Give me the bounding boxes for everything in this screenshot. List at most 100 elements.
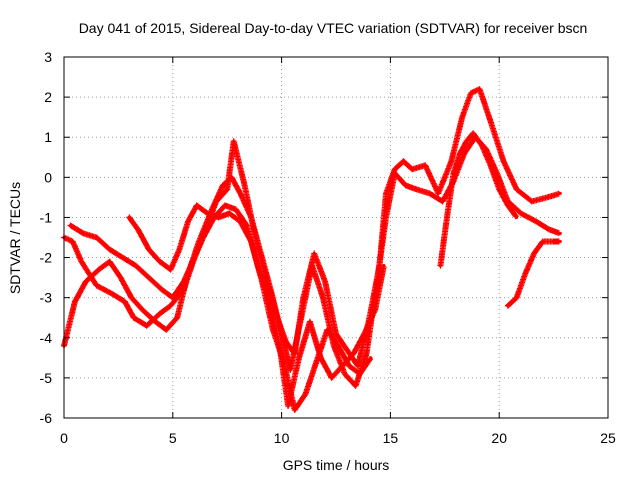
data-point: (21.7, -1.1) [534,219,538,224]
data-point: (10.6, -5.8) [293,408,297,412]
series-line [70,204,385,407]
data-point: (20.2, 0.4) [502,159,506,163]
y-tick-label: -5 [40,370,53,386]
data-point: (13.9, -4.4) [364,352,369,356]
data-point: (14.8, -0.4) [384,191,388,195]
data-point: (12.6, -4.2) [336,344,340,348]
x-tick-label: 5 [169,430,177,446]
data-point: (4.7, -3.8) [164,328,168,332]
grid [64,57,608,418]
data-point: (10.9, -3.5) [299,316,303,320]
data-point: (15.2, 0.1) [393,171,397,175]
series-markers [504,238,562,309]
data-point: (19.6, 1.4) [488,119,493,123]
data-point: (12.5, -3.9) [334,332,338,336]
data-point: (9.1, -2.6) [260,280,264,284]
y-tick-label: 3 [44,49,52,65]
data-point: (2.7, -2) [121,256,125,260]
data-point: (2.1, -1.8) [108,247,112,252]
data-point: (11.9, -3) [321,296,325,300]
data-point: (8.6, -1.6) [249,239,253,244]
data-point: (16.6, 0.3) [423,163,427,167]
x-axis-title: GPS time / hours [283,457,390,473]
data-point: (8.1, -0.4) [238,191,242,195]
y-tick-label: -2 [40,250,53,266]
data-point: (3.6, -3.3) [140,308,144,312]
data-point: (7.1, -1) [216,215,221,219]
data-point: (6.8, -0.8) [210,207,214,211]
data-point: (11.4, -2.2) [310,264,314,268]
data-point: (3.4, -1.3) [136,227,140,232]
data-point: (20.4, -3.2) [506,304,510,308]
y-tick-label: -3 [40,290,53,306]
data-point: (8.1, -1.1) [238,219,242,224]
data-point: (0.9, -1.4) [82,231,86,236]
data-point: (18.3, 1.5) [460,115,464,119]
plot-frame [63,56,609,419]
data-point: (10.8, -4.5) [297,356,301,360]
data-point: (7.8, 0.9) [232,139,236,143]
data-point: (21.5, -0.6) [530,199,534,203]
data-point: (22.2, -0.5) [545,195,549,199]
series-track-2: (0, -4.2)(0.5, -3.1)(1, -2.6)(1.6, -2.3)… [61,134,562,389]
data-point: (20.4, -0.7) [506,203,510,207]
data-point: (15.7, -0.2) [404,183,408,187]
y-tick-label: 2 [44,89,52,105]
data-point: (21.6, -1.9) [532,251,536,256]
data-point: (4.9, -2.3) [169,268,173,272]
data-point: (11.5, -1.9) [312,251,316,256]
data-point: (22.8, -0.4) [558,191,562,195]
data-point: (17.3, -2.2) [438,264,442,268]
data-point: (10.4, -4.8) [288,368,292,372]
data-point: (4.9, -3.2) [169,304,173,308]
data-point: (17.4, -0.6) [441,199,445,203]
data-point: (19.2, 0.8) [480,143,484,147]
data-point: (12.1, -3.8) [325,328,329,332]
series-track-5: (17.3, -2.2) (17.6, -1) (17.9, 0.1) (18.2, … [437,130,519,269]
ticks [63,56,609,419]
data-point: (7.5, -0.3) [225,187,229,191]
data-point: (0.4, -1.6) [71,239,75,244]
data-point: (12.9, -4.9) [343,372,347,376]
data-point: (17.2, -0.4) [436,191,440,195]
data-point: (12.8, -4.7) [340,364,345,368]
data-point: (13.6, -4.9) [358,372,362,376]
series-track-4: (3, -1) (3.4, -1.3) (3.9, -1.8) (4.4, -2.1)… [126,202,373,413]
data-point: (13, -4.3) [345,348,349,352]
y-axis-title: SDTVAR / TECUs [7,182,23,294]
data-point: (5, -3) [171,296,175,300]
data-point: (16.8, -0.4) [428,191,432,195]
data-point: (19.6, 0.3) [488,163,493,167]
data-point: (7.3, -0.2) [221,183,225,187]
data-point: (1, -2.6) [84,280,88,284]
data-point: (20.8, -1) [515,215,519,219]
data-point: (9.6, -3.8) [271,328,275,332]
data-point: (9, -1.8) [258,247,262,252]
y-tick-label: -6 [40,410,53,426]
data-point: (11.3, -3.6) [308,320,312,324]
data-point: (8.6, -1) [249,215,253,219]
data-point: (13.4, -5.2) [354,384,358,388]
data-point: (3, -1) [127,215,131,219]
data-point: (18.5, 0.9) [465,139,469,143]
data-point: (16.2, -0.3) [414,187,419,191]
data-point: (15.6, 0.4) [401,159,406,163]
data-point: (11.1, -5.4) [303,392,308,396]
data-point: (1.5, -2.7) [95,284,99,288]
data-point: (13.3, -4.4) [351,352,355,356]
data-point: (21, -0.9) [519,211,523,215]
data-point: (4.4, -3.4) [158,312,162,316]
data-point: (12.3, -5) [330,376,334,380]
y-tick-label: 0 [44,169,52,185]
data-point: (22.5, -1.6) [552,239,556,244]
data-point: (11.6, -4.6) [314,360,318,364]
data-point: (17.8, 0.4) [449,159,453,163]
data-point: (14.1, -4.5) [369,356,373,360]
data-point: (20.8, -0.3) [515,187,519,191]
data-point: (6.6, -0.9) [206,211,210,215]
data-point: (18.7, 2.1) [469,91,473,95]
series-track-3: (0.3, -1.2) (0.9, -1.4) (1.5, -1.5) (2.1, -… [67,202,387,409]
data-point: (7.6, -0.9) [227,211,231,215]
data-point: (22, -1.6) [541,239,545,244]
